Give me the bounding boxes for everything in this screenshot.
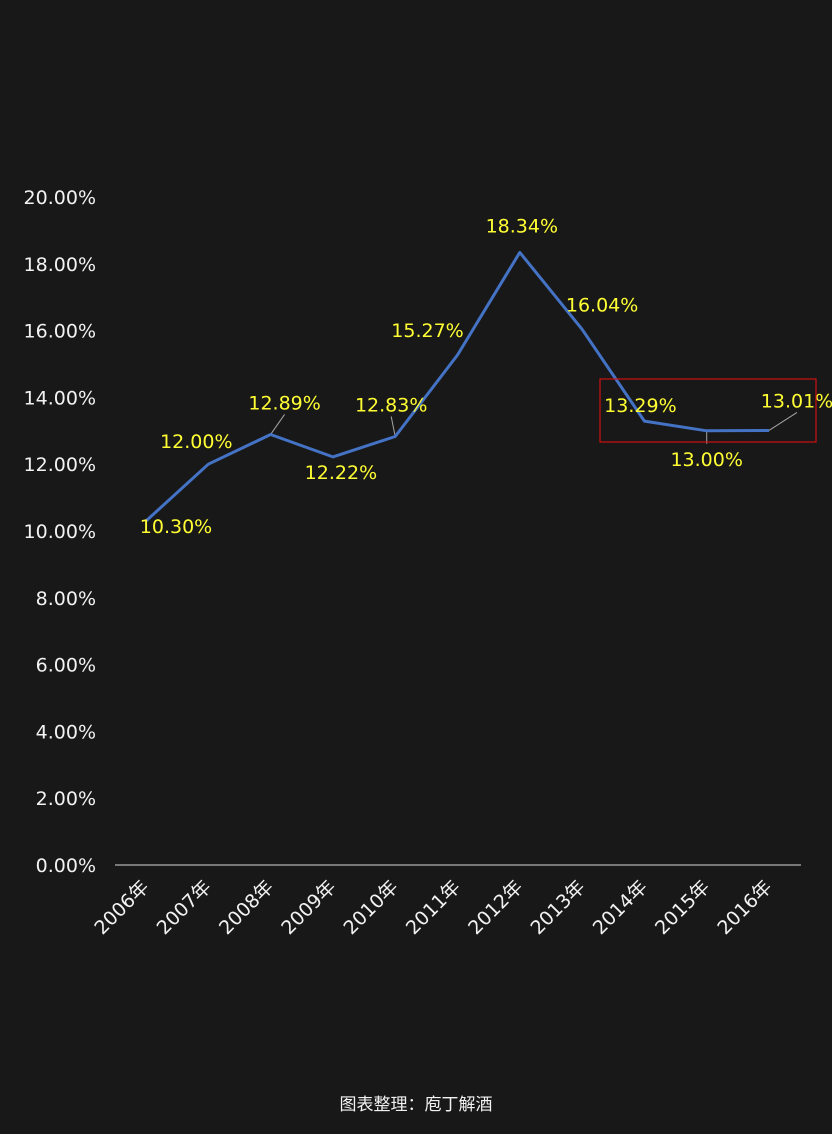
x-tick-label: 2015年: [651, 876, 714, 939]
source-caption: 图表整理：庖丁解酒: [339, 1095, 493, 1115]
y-tick-label: 8.00%: [36, 588, 96, 610]
data-label: 16.04%: [566, 294, 638, 316]
data-label: 12.83%: [355, 394, 427, 416]
y-tick-label: 18.00%: [24, 254, 96, 276]
label-leader-lines: [270, 412, 798, 444]
y-tick-label: 12.00%: [24, 454, 96, 476]
y-tick-label: 10.00%: [24, 521, 96, 543]
data-labels: 10.30% 12.00% 12.89% 12.22% 12.83% 15.27% 18.3…: [140, 215, 832, 538]
y-tick-label: 20.00%: [24, 187, 96, 209]
series-line: [144, 250, 770, 523]
leader-line: [270, 414, 286, 435]
data-label: 13.01%: [761, 390, 832, 412]
data-label: 13.00%: [670, 449, 742, 471]
x-tick-label: 2009年: [277, 876, 340, 939]
x-tick-label: 2008年: [215, 876, 278, 939]
x-tick-label: 2013年: [526, 876, 589, 939]
x-tick-label: 2011年: [402, 876, 465, 939]
data-label: 13.29%: [604, 395, 676, 417]
y-tick-label: 16.00%: [24, 321, 96, 343]
data-label: 18.34%: [486, 215, 558, 237]
y-axis-tick-labels: 0.00% 2.00% 4.00% 6.00% 8.00% 10.00% 12.00% 14.…: [24, 187, 96, 877]
leader-line: [390, 416, 396, 437]
data-label: 12.22%: [305, 462, 377, 484]
x-axis-tick-labels: 2006年 2007年 2008年 2009年 2010年 2011年 2012年 2013年…: [90, 876, 776, 939]
leader-line: [768, 412, 798, 431]
y-tick-label: 6.00%: [36, 655, 96, 677]
data-label: 10.30%: [140, 516, 212, 538]
x-tick-label: 2014年: [589, 876, 652, 939]
x-tick-label: 2010年: [340, 876, 403, 939]
highlight-box: [599, 378, 817, 443]
y-tick-label: 4.00%: [36, 721, 96, 743]
data-label: 12.89%: [248, 392, 320, 414]
y-tick-label: 2.00%: [36, 788, 96, 810]
x-tick-label: 2006年: [90, 876, 153, 939]
y-tick-label: 14.00%: [24, 387, 96, 409]
data-label: 15.27%: [391, 320, 463, 342]
x-tick-label: 2007年: [153, 876, 216, 939]
data-label: 12.00%: [160, 431, 232, 453]
x-tick-label: 2012年: [464, 876, 527, 939]
x-tick-label: 2016年: [713, 876, 776, 939]
y-tick-label: 0.00%: [36, 855, 96, 877]
